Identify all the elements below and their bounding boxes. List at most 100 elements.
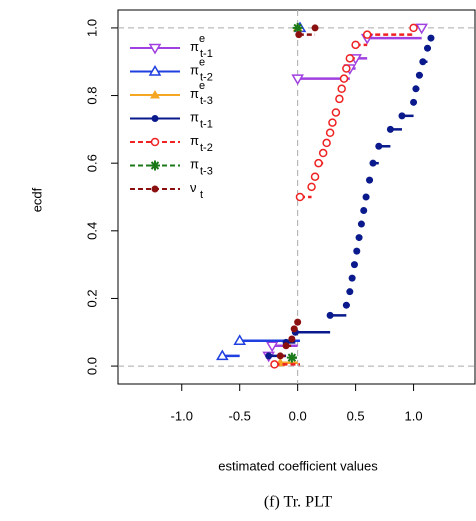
x-tick-label: 0.0 xyxy=(289,408,307,423)
point xyxy=(415,23,428,35)
y-tick-label: 0.8 xyxy=(84,87,99,105)
point xyxy=(265,352,273,360)
point xyxy=(398,112,406,120)
point xyxy=(355,234,363,242)
point xyxy=(322,138,331,148)
point xyxy=(288,335,296,343)
point xyxy=(427,34,435,42)
legend-label: πt-1 xyxy=(190,110,213,130)
x-tick-label: 0.5 xyxy=(347,408,365,423)
point xyxy=(335,94,344,104)
point xyxy=(216,349,229,361)
point xyxy=(409,23,418,33)
point xyxy=(375,142,383,150)
point xyxy=(357,220,365,228)
legend-name: π xyxy=(190,39,199,54)
legend-subscript: t-1 xyxy=(200,118,213,130)
point xyxy=(233,334,247,345)
legend-marker xyxy=(151,185,159,193)
x-tick-label: -0.5 xyxy=(229,408,251,423)
legend-subscript: t-3 xyxy=(200,95,213,107)
point xyxy=(326,311,334,319)
point xyxy=(328,118,337,127)
legend-superscript: e xyxy=(199,56,205,68)
point xyxy=(342,64,351,73)
point xyxy=(276,352,284,360)
y-tick-label: 0.2 xyxy=(84,289,99,307)
point xyxy=(314,158,323,168)
point xyxy=(270,360,279,369)
point xyxy=(360,207,368,215)
point xyxy=(325,128,335,138)
legend-superscript: e xyxy=(199,80,205,92)
point xyxy=(331,108,341,117)
point xyxy=(353,247,361,255)
legend-label: πe t-1 xyxy=(190,33,213,60)
legend-marker xyxy=(150,90,160,99)
point xyxy=(295,192,305,202)
legend-marker xyxy=(148,43,162,55)
point xyxy=(339,74,349,83)
point xyxy=(311,24,319,32)
legend-name: π xyxy=(190,63,199,78)
point xyxy=(362,30,372,39)
point xyxy=(318,148,328,158)
legend-name: π xyxy=(190,157,199,172)
legend-marker xyxy=(150,137,160,147)
point xyxy=(294,318,302,326)
point xyxy=(307,182,316,192)
legend-marker xyxy=(150,160,160,171)
point xyxy=(348,274,356,282)
point xyxy=(369,159,377,167)
point xyxy=(362,193,370,201)
point xyxy=(346,288,354,296)
point xyxy=(410,98,418,106)
legend-marker xyxy=(151,115,159,122)
plot-box xyxy=(117,9,476,385)
legend-subscript: t-2 xyxy=(200,71,213,83)
legend-label: πe t-3 xyxy=(190,80,213,107)
point xyxy=(292,22,303,33)
point xyxy=(350,261,358,269)
point xyxy=(351,40,360,50)
point xyxy=(366,176,374,184)
caption: (f) Tr. PLT xyxy=(264,494,333,511)
y-tick-label: 1.0 xyxy=(84,19,99,37)
legend-subscript: t-3 xyxy=(200,165,213,177)
point xyxy=(337,84,346,94)
legend-label: πe t-2 xyxy=(190,56,213,83)
legend-label: πt-2 xyxy=(190,133,213,153)
point xyxy=(412,85,420,93)
point xyxy=(415,71,423,79)
point xyxy=(419,58,427,66)
y-axis-label: ecdf xyxy=(29,187,44,212)
legend-name: π xyxy=(190,86,199,101)
x-axis-label: estimated coefficient values xyxy=(218,458,378,473)
point xyxy=(423,44,431,52)
legend-marker xyxy=(148,65,162,76)
legend-name: π xyxy=(190,133,199,148)
point xyxy=(291,74,304,86)
legend-subscript: t xyxy=(200,189,203,201)
point xyxy=(345,54,355,63)
point xyxy=(286,352,297,363)
legend-subscript: t-1 xyxy=(200,48,213,60)
point xyxy=(265,341,279,353)
y-tick-label: 0.6 xyxy=(84,154,99,172)
point xyxy=(290,325,298,333)
point xyxy=(310,172,320,181)
legend-name: ν xyxy=(190,180,197,195)
point xyxy=(282,342,290,350)
x-tick-label: -1.0 xyxy=(171,408,193,423)
point xyxy=(342,301,350,309)
point xyxy=(295,31,303,39)
legend-superscript: e xyxy=(199,33,205,45)
legend-subscript: t-2 xyxy=(200,142,213,154)
legend-name: π xyxy=(190,110,199,125)
y-tick-label: 0.4 xyxy=(84,222,99,240)
x-tick-label: 1.0 xyxy=(405,408,423,423)
point xyxy=(386,125,394,133)
legend-label: πt-3 xyxy=(190,157,213,177)
